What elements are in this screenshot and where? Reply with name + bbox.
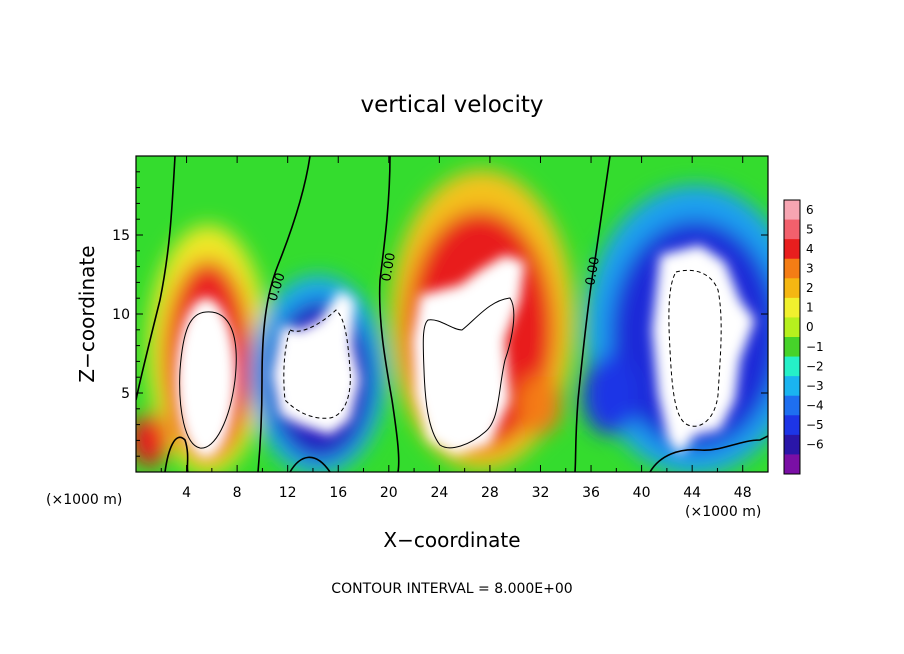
colorbar-segment xyxy=(784,434,800,455)
colorbar-tick-label: 5 xyxy=(806,222,814,236)
downdraft-1-white xyxy=(272,290,360,435)
colorbar-segment xyxy=(784,317,800,338)
x-tick-label: 4 xyxy=(182,485,191,501)
colorbar-tick-label: −3 xyxy=(806,379,824,393)
downdraft-3-core xyxy=(582,355,638,435)
colorbar-frame xyxy=(783,199,801,475)
zero-contour-5 xyxy=(164,436,189,472)
colorbar-tick-label: 2 xyxy=(806,281,814,295)
neg-contour-2 xyxy=(668,269,722,427)
colorbar-segment xyxy=(784,337,800,358)
x-tick-label: 8 xyxy=(233,485,242,501)
chart-title: vertical velocity xyxy=(361,92,544,118)
colorbar-tick-label: −4 xyxy=(806,399,824,413)
zero-contour-7 xyxy=(649,435,768,472)
colorbar-tick-label: −1 xyxy=(806,340,824,354)
colorbar-segment xyxy=(784,258,800,279)
y-tick-label: 15 xyxy=(112,228,130,244)
y-tick-label: 5 xyxy=(121,386,130,402)
colorbar-tick-label: 4 xyxy=(806,242,814,256)
colorbar-tick-label: −5 xyxy=(806,418,824,432)
y-tick-label: 10 xyxy=(112,307,130,323)
colorbar-tick-label: −2 xyxy=(806,359,824,373)
colorbar-segment xyxy=(784,395,800,416)
x-tick-label: 16 xyxy=(329,485,347,501)
colorbar-segment xyxy=(784,454,800,475)
colorbar-segment xyxy=(784,278,800,299)
pos-contour-1 xyxy=(179,311,237,449)
x-tick-label: 32 xyxy=(532,485,550,501)
x-tick-label: 48 xyxy=(734,485,752,501)
zero-contour-2 xyxy=(257,156,311,472)
y-axis-label: Z−coordinate xyxy=(75,245,99,382)
downdraft-2-white xyxy=(652,245,755,455)
zero-contour-4 xyxy=(574,156,611,472)
colorbar-segment xyxy=(784,297,800,318)
x-tick-label: 24 xyxy=(430,485,448,501)
contour-lines xyxy=(136,156,768,472)
colorbar-segment xyxy=(784,376,800,397)
low-positive-left xyxy=(136,414,170,466)
heatmap-field xyxy=(136,156,768,472)
updraft-1-white xyxy=(176,298,236,458)
colorbar-segment xyxy=(784,356,800,377)
colorbar-tick-label: −6 xyxy=(806,438,824,452)
x-tick-label: 36 xyxy=(582,485,600,501)
neg-contour-1 xyxy=(283,309,351,419)
colorbar-tick-label: 6 xyxy=(806,203,814,217)
x-tick-label: 28 xyxy=(481,485,499,501)
contour-label-3: 0.00 xyxy=(583,256,603,287)
zero-contour-3 xyxy=(378,156,400,472)
x-axis-ticks: 4 8 12 16 20 24 28 32 36 40 44 48 xyxy=(160,156,752,501)
contour-label-2: 0.00 xyxy=(379,252,399,283)
low-positive-right xyxy=(518,375,562,435)
contour-interval-note: CONTOUR INTERVAL = 8.000E+00 xyxy=(331,581,572,597)
zero-contour-1 xyxy=(136,156,176,401)
colorbar-segment xyxy=(784,219,800,240)
pos-contour-2 xyxy=(422,297,515,449)
x-axis-label: X−coordinate xyxy=(383,528,520,552)
colorbar-segment xyxy=(784,200,800,221)
y-axis-ticks: 5 10 15 xyxy=(112,171,768,457)
colorbar-segment xyxy=(784,415,800,436)
x-unit-right: (×1000 m) xyxy=(685,504,761,520)
x-tick-label: 44 xyxy=(683,485,701,501)
x-tick-label: 12 xyxy=(279,485,297,501)
x-unit-left: (×1000 m) xyxy=(46,492,122,508)
updraft-2-white xyxy=(412,255,525,455)
field-cores xyxy=(176,245,755,458)
colorbar-tick-label: 1 xyxy=(806,301,814,315)
colorbar-segment xyxy=(784,239,800,260)
x-tick-label: 40 xyxy=(633,485,651,501)
colorbar-tick-label: 3 xyxy=(806,262,814,276)
x-tick-label: 20 xyxy=(380,485,398,501)
zero-contour-6 xyxy=(289,456,331,472)
colorbar-tick-label: 0 xyxy=(806,320,814,334)
colorbar: 6 5 4 3 2 1 0 −1 −2 −3 −4 −5 −6 xyxy=(783,199,824,475)
